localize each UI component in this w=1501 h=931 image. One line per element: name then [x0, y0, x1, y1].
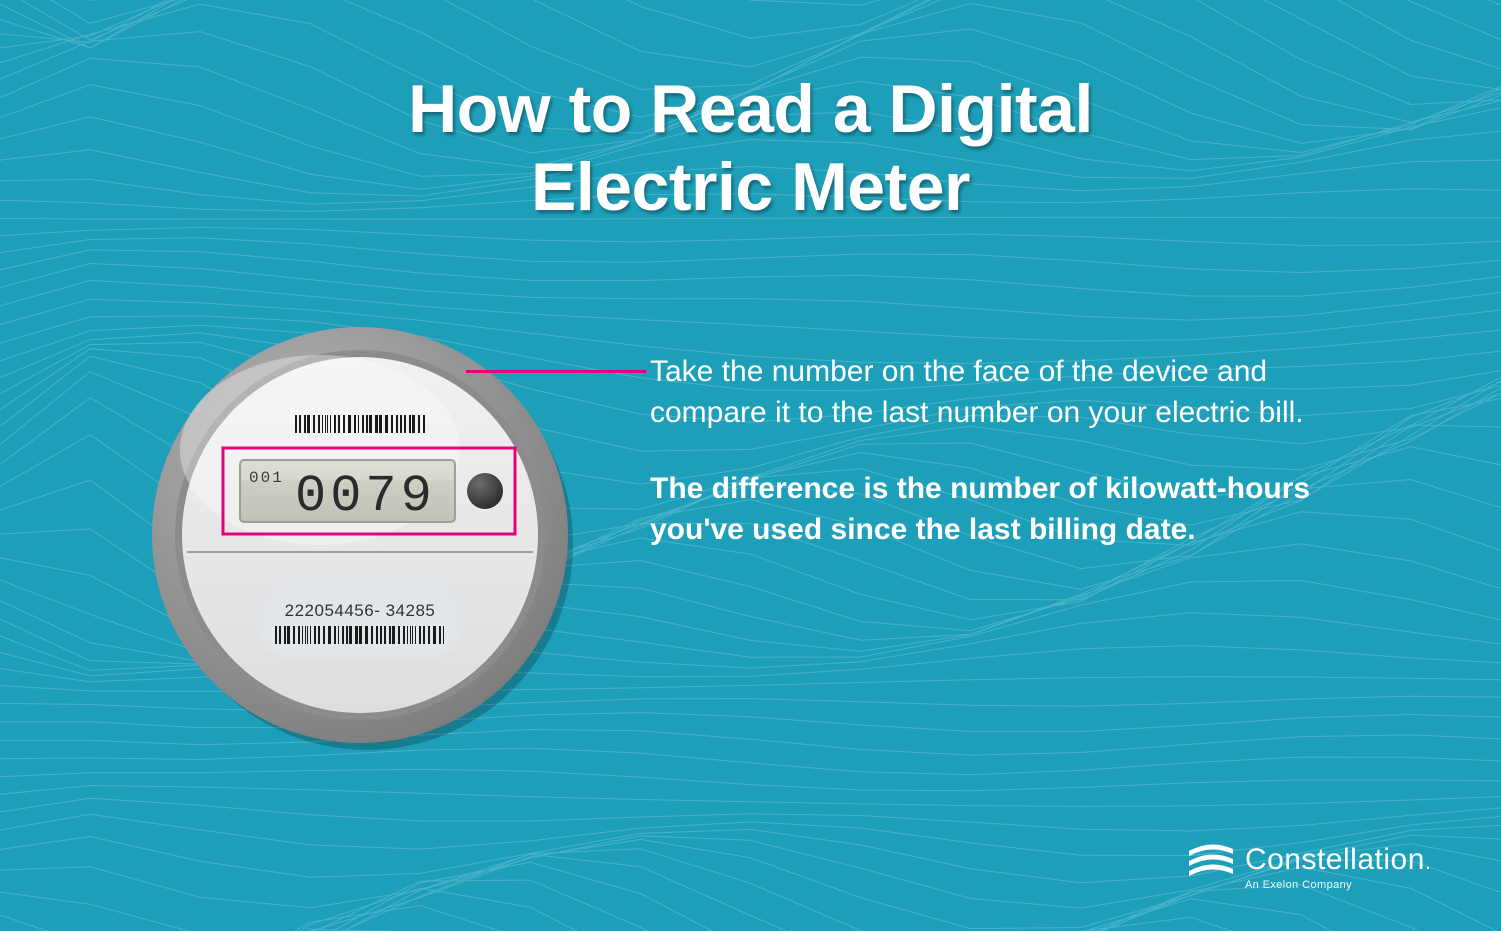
meter-illustration: 001 0079 222054456- 34285	[145, 320, 575, 750]
instruction-text: Take the number on the face of the devic…	[650, 352, 1350, 550]
brand-logo: Constellation. An Exelon Company	[1187, 841, 1431, 891]
brand-tagline: An Exelon Company	[1245, 879, 1431, 891]
brand-dot: .	[1425, 849, 1431, 874]
content-area: 001 0079 222054456- 34285 Take the numbe…	[0, 320, 1501, 931]
lcd-prefix: 001	[249, 469, 284, 487]
page-title: How to Read a DigitalElectric Meter	[0, 70, 1501, 226]
meter-button	[467, 473, 503, 509]
lcd-reading: 0079	[295, 467, 436, 526]
title-line1: How to Read a DigitalElectric Meter	[408, 71, 1093, 225]
instruction-para2: The difference is the number of kilowatt…	[650, 469, 1350, 550]
brand-stripes-icon	[1187, 841, 1235, 877]
meter-serial: 222054456- 34285	[285, 601, 436, 620]
instruction-para1: Take the number on the face of the devic…	[650, 352, 1350, 433]
infographic-canvas: How to Read a DigitalElectric Meter	[0, 0, 1501, 931]
brand-name: Constellation	[1245, 843, 1425, 876]
callout-line	[466, 370, 646, 373]
